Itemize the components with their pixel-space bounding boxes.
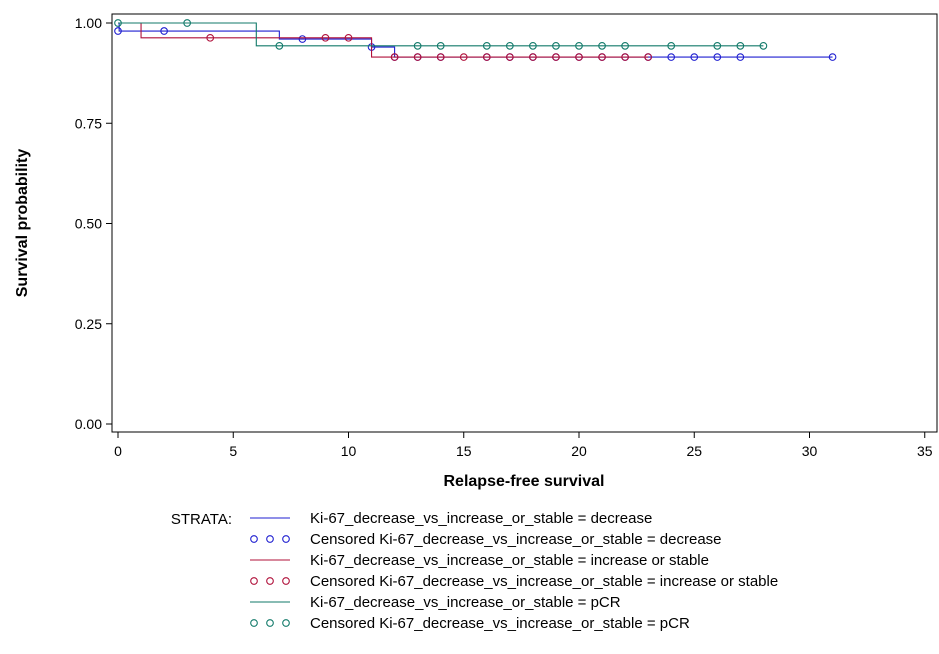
censored-point-marker [114, 27, 122, 35]
legend-marker-swatch [266, 577, 274, 585]
legend-marker-swatch [250, 619, 258, 627]
censored-point-marker [298, 35, 307, 43]
censored-point-marker [321, 33, 330, 42]
censored-point-marker [482, 42, 491, 50]
censored-point-marker [552, 42, 560, 50]
censored-point-marker [482, 53, 491, 61]
x-tick-label: 25 [686, 443, 702, 459]
censored-point-marker [736, 53, 745, 61]
legend-marker-swatch [282, 577, 290, 585]
plot-series [114, 19, 837, 61]
x-axis: 0 5 10 15 20 25 30 35 [114, 432, 933, 459]
censored-point-marker [529, 53, 537, 61]
plot-frame [111, 13, 938, 433]
censored-point-marker [575, 53, 583, 61]
censored-point-marker [667, 53, 676, 61]
y-axis: 0.00 0.25 0.50 0.75 1.00 [75, 15, 112, 432]
y-tick-label: 0.25 [75, 316, 102, 332]
censored-point-marker [736, 42, 745, 50]
x-axis-title: Relapse-free survival [444, 473, 605, 490]
legend-label: Ki-67_decrease_vs_increase_or_stable = i… [310, 552, 709, 569]
survival-step-line-0 [118, 22, 833, 58]
censored-point-marker [529, 42, 537, 50]
censored-point-marker [828, 53, 837, 61]
censored-point-marker [713, 42, 722, 50]
y-tick-label: 0.50 [75, 216, 102, 232]
censored-point-marker [206, 33, 215, 42]
legend-heading: STRATA: [171, 511, 232, 528]
legend-label: Ki-67_decrease_vs_increase_or_stable = d… [310, 510, 652, 527]
legend-marker-swatch [250, 535, 258, 543]
legend-marker-swatch [250, 577, 258, 585]
survival-step-line-1 [118, 22, 649, 58]
legend-marker-swatch [282, 619, 290, 627]
censored-point-marker [436, 53, 445, 61]
censored-point-marker [575, 42, 583, 50]
legend-label: Censored Ki-67_decrease_vs_increase_or_s… [310, 531, 722, 548]
x-tick-label: 10 [341, 443, 357, 459]
censored-point-marker [667, 42, 676, 50]
censored-point-marker [114, 19, 122, 27]
censored-point-marker [598, 42, 606, 50]
legend: STRATA: Ki-67_decrease_vs_increase_or_st… [171, 510, 778, 632]
censored-point-marker [621, 42, 629, 50]
censored-point-marker [344, 33, 353, 42]
censored-point-marker [413, 42, 422, 50]
censored-point-marker [690, 53, 699, 61]
y-axis-title: Survival probability [14, 149, 31, 298]
legend-label: Censored Ki-67_decrease_vs_increase_or_s… [310, 615, 690, 632]
censored-point-marker [506, 53, 514, 61]
censored-point-marker [160, 27, 168, 35]
x-tick-label: 20 [571, 443, 587, 459]
censored-point-marker [598, 53, 606, 61]
censored-point-marker [436, 42, 445, 50]
censored-point-marker [713, 53, 722, 61]
survival-step-line-2 [118, 22, 764, 47]
legend-marker-swatch [266, 535, 274, 543]
censored-point-marker [506, 42, 514, 50]
y-tick-label: 0.00 [75, 416, 102, 432]
legend-label: Censored Ki-67_decrease_vs_increase_or_s… [310, 573, 778, 590]
censored-point-marker [275, 42, 284, 50]
legend-label: Ki-67_decrease_vs_increase_or_stable = p… [310, 594, 621, 611]
censored-point-marker [413, 53, 422, 61]
x-tick-label: 5 [229, 443, 237, 459]
censored-point-marker [621, 53, 629, 61]
legend-marker-swatch [266, 619, 274, 627]
censored-point-marker [644, 53, 653, 61]
x-tick-label: 0 [114, 443, 122, 459]
censored-point-marker [390, 53, 399, 61]
x-tick-label: 15 [456, 443, 472, 459]
legend-marker-swatch [282, 535, 290, 543]
x-tick-label: 35 [917, 443, 933, 459]
censored-point-marker [552, 53, 560, 61]
censored-point-marker [183, 19, 191, 27]
y-tick-label: 1.00 [75, 15, 102, 31]
y-tick-label: 0.75 [75, 115, 102, 131]
censored-point-marker [459, 53, 468, 61]
censored-point-marker [759, 42, 768, 50]
x-tick-label: 30 [802, 443, 818, 459]
